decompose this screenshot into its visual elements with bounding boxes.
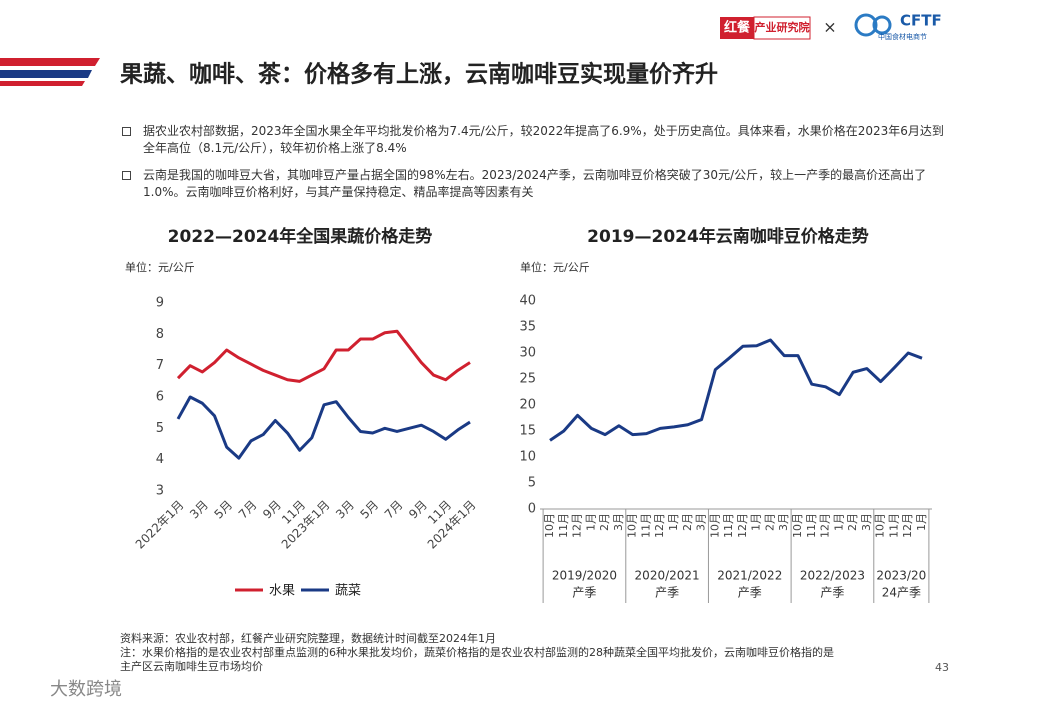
logo-text: 产业研究院 — [755, 20, 810, 34]
x-tick-label: 10月 — [543, 513, 556, 538]
y-tick-label: 30 — [519, 346, 536, 361]
x-tick-label: 10月 — [791, 513, 804, 538]
y-tick-label: 10 — [519, 450, 536, 465]
x-tick-label: 2月 — [846, 513, 859, 531]
note-line: 主产区云南咖啡生豆市场均价 — [120, 660, 263, 673]
group-label: 2019/2020 — [552, 569, 617, 583]
x-tick-label: 7月 — [236, 498, 260, 522]
y-tick-label: 5 — [156, 421, 164, 436]
x-tick-label: 12月 — [653, 513, 666, 538]
logo-mark: 红餐 — [724, 20, 751, 36]
group-label: 产季 — [820, 586, 844, 600]
stripe — [0, 70, 92, 78]
x-tick-label: 12月 — [901, 513, 914, 538]
x-tick-label: 11月 — [805, 513, 818, 538]
cross: × — [823, 18, 836, 37]
stripe — [0, 58, 100, 66]
x-tick-label: 3月 — [333, 498, 357, 522]
group-label: 产季 — [738, 586, 762, 600]
partner-name: CFTF — [900, 12, 942, 30]
group-label: 2023/20 — [876, 569, 926, 583]
group-label: 2020/2021 — [635, 569, 700, 583]
series-line — [549, 338, 923, 442]
x-tick-label: 5月 — [357, 498, 381, 522]
page-title: 果蔬、咖啡、茶：价格多有上涨，云南咖啡豆实现量价齐升 — [120, 61, 718, 88]
note-line: 注：水果价格指的是农业农村部重点监测的6种水果批发均价，蔬菜价格指的是农业农村部… — [120, 646, 834, 659]
page-number: 43 — [935, 661, 949, 674]
logo-box — [720, 17, 754, 39]
x-tick-label: 3月 — [860, 513, 873, 531]
x-tick-label: 5月 — [211, 498, 235, 522]
unit-label: 单位：元/公斤 — [125, 260, 195, 274]
group-label: 2022/2023 — [800, 569, 865, 583]
bullet: 据农业农村部数据，2023年全国水果全年平均批发价格为7.4元/公斤，较2022… — [122, 123, 948, 157]
y-tick-label: 35 — [519, 320, 536, 335]
partner-icon — [854, 13, 878, 37]
y-tick-label: 8 — [156, 327, 164, 342]
x-tick-label: 1月 — [750, 513, 763, 531]
source: 资料来源：农业农村部，红餐产业研究院整理，数据统计时间截至2024年1月 — [120, 632, 496, 645]
y-tick-label: 4 — [156, 452, 164, 467]
x-tick-label: 11月 — [887, 513, 900, 538]
x-tick-label: 3月 — [695, 513, 708, 531]
x-tick-label: 2月 — [681, 513, 694, 531]
y-tick-label: 7 — [156, 358, 164, 373]
x-tick-label: 12月 — [736, 513, 749, 538]
group-label: 24产季 — [882, 586, 921, 600]
x-tick-label: 12月 — [571, 513, 584, 538]
logo-box — [753, 16, 811, 40]
chart-title: 2019—2024年云南咖啡豆价格走势 — [587, 226, 869, 247]
group-label: 2021/2022 — [717, 569, 782, 583]
x-tick-label: 2月 — [598, 513, 611, 531]
x-tick-label: 11月 — [639, 513, 652, 538]
x-tick-label: 2月 — [763, 513, 776, 531]
y-tick-label: 25 — [519, 372, 536, 387]
x-tick-label: 1月 — [915, 513, 928, 531]
y-tick-label: 6 — [156, 390, 164, 405]
x-tick-label: 3月 — [612, 513, 625, 531]
x-tick-label: 1月 — [584, 513, 597, 531]
x-tick-label: 10月 — [626, 513, 639, 538]
legend-label: 蔬菜 — [335, 584, 361, 599]
x-tick-label: 1月 — [667, 513, 680, 531]
bullet: 云南是我国的咖啡豆大省，其咖啡豆产量占据全国的98%左右。2023/2024产季… — [122, 167, 948, 201]
y-tick-label: 5 — [528, 476, 536, 491]
x-tick-label: 12月 — [819, 513, 832, 538]
x-tick-label: 3月 — [777, 513, 790, 531]
y-tick-label: 15 — [519, 424, 536, 439]
series-line — [176, 329, 471, 383]
x-tick-label: 11月 — [557, 513, 570, 538]
stripe — [0, 81, 85, 86]
y-tick-label: 0 — [528, 502, 536, 517]
y-tick-label: 3 — [156, 484, 164, 499]
partner-sub: 中国食材电商节 — [878, 32, 927, 41]
x-tick-label: 3月 — [187, 498, 211, 522]
x-tick-label: 7月 — [382, 498, 406, 522]
group-label: 产季 — [655, 586, 679, 600]
x-tick-label: 11月 — [722, 513, 735, 538]
partner-icon — [872, 15, 892, 35]
series-line — [176, 395, 471, 460]
watermark: 大数跨境 — [50, 679, 122, 700]
x-tick-label: 10月 — [708, 513, 721, 538]
legend-label: 水果 — [269, 584, 295, 599]
y-tick-label: 9 — [156, 296, 164, 311]
chart-title: 2022—2024年全国果蔬价格走势 — [168, 226, 433, 247]
unit-label: 单位：元/公斤 — [520, 260, 590, 274]
x-tick-label: 10月 — [874, 513, 887, 538]
y-tick-label: 40 — [519, 294, 536, 309]
group-label: 产季 — [572, 586, 596, 600]
x-tick-label: 1月 — [832, 513, 845, 531]
x-tick-label: 2022年1月 — [133, 498, 187, 552]
y-tick-label: 20 — [519, 398, 536, 413]
